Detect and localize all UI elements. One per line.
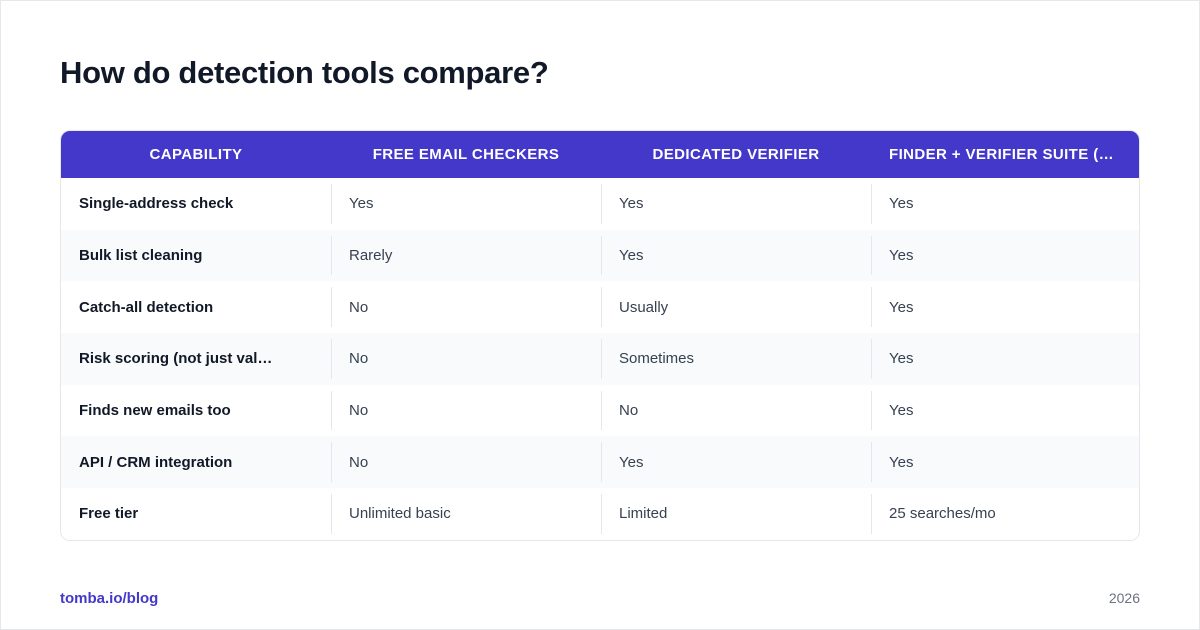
- cell-dedicated-verifier: Yes: [601, 230, 871, 282]
- cell-finder-verifier-suite: Yes: [871, 178, 1139, 230]
- source-link[interactable]: tomba.io/blog: [60, 590, 159, 607]
- cell-free-email-checkers: Yes: [331, 178, 601, 230]
- row-capability: Finds new emails too: [79, 402, 231, 420]
- cell-free-email-checkers: No: [331, 436, 601, 488]
- table-header-row: CAPABILITY FREE EMAIL CHECKERS DEDICATED…: [61, 131, 1139, 178]
- row-capability: Catch-all detection: [79, 298, 214, 316]
- cell-finder-verifier-suite: 25 searches/mo: [871, 488, 1139, 540]
- cell-dedicated-verifier: Sometimes: [601, 333, 871, 385]
- row-capability: Single-address check: [79, 195, 234, 213]
- cell-finder-verifier-suite: Yes: [871, 385, 1139, 437]
- cell-dedicated-verifier: Yes: [601, 178, 871, 230]
- row-capability: Risk scoring (not just val…: [79, 350, 273, 368]
- cell-finder-verifier-suite: Yes: [871, 333, 1139, 385]
- page-title: How do detection tools compare?: [60, 55, 549, 90]
- cell-finder-verifier-suite: Yes: [871, 436, 1139, 488]
- cell-free-email-checkers: No: [331, 281, 601, 333]
- cell-finder-verifier-suite: Yes: [871, 281, 1139, 333]
- table-row: Catch-all detection No Usually Yes: [61, 281, 1139, 334]
- comparison-table: CAPABILITY FREE EMAIL CHECKERS DEDICATED…: [60, 130, 1140, 541]
- table-row: Risk scoring (not just val… No Sometimes…: [61, 333, 1139, 385]
- table-row: Finds new emails too No No Yes: [61, 384, 1139, 437]
- cell-finder-verifier-suite: Yes: [871, 230, 1139, 282]
- cell-free-email-checkers: No: [331, 333, 601, 385]
- cell-dedicated-verifier: Usually: [601, 281, 871, 333]
- row-capability: Bulk list cleaning: [79, 247, 203, 265]
- table-row: Single-address check Yes Yes Yes: [61, 178, 1139, 230]
- column-header-dedicated-verifier: DEDICATED VERIFIER: [652, 146, 820, 163]
- cell-dedicated-verifier: No: [601, 385, 871, 437]
- cell-free-email-checkers: No: [331, 385, 601, 437]
- column-header-capability: CAPABILITY: [149, 146, 243, 163]
- cell-free-email-checkers: Rarely: [331, 230, 601, 282]
- table-row: Bulk list cleaning Rarely Yes Yes: [61, 229, 1139, 282]
- cell-free-email-checkers: Unlimited basic: [331, 488, 601, 540]
- table-row: Free tier Unlimited basic Limited 25 sea…: [61, 488, 1139, 540]
- cell-dedicated-verifier: Yes: [601, 436, 871, 488]
- cell-dedicated-verifier: Limited: [601, 488, 871, 540]
- column-header-free-email-checkers: FREE EMAIL CHECKERS: [372, 146, 560, 163]
- table-row: API / CRM integration No Yes Yes: [61, 436, 1139, 489]
- row-capability: API / CRM integration: [79, 453, 233, 471]
- column-header-finder-verifier-suite: FINDER + VERIFIER SUITE (E…: [889, 146, 1125, 163]
- year-label: 2026: [1108, 590, 1140, 606]
- row-capability: Free tier: [79, 505, 139, 523]
